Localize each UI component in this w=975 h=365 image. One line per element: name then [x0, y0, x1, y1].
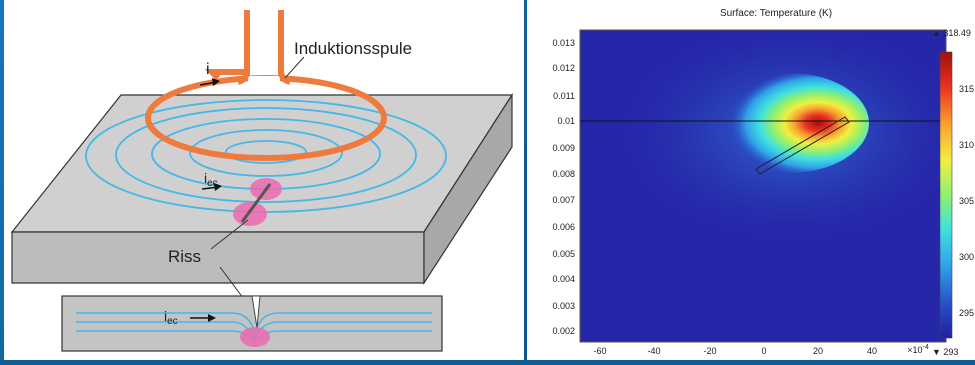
eddy-current-loops [85, 99, 447, 213]
x-tick-label: -60 [593, 346, 606, 356]
y-tick-label: 0.01 [557, 116, 575, 126]
colorbar-tick-label: 315 [959, 84, 974, 94]
colorbar-min-label: ▼ 293 [932, 347, 958, 357]
crack-label: Riss [168, 247, 201, 266]
x-tick-label: 0 [761, 346, 766, 356]
colorbar-tick-label: 300 [959, 252, 974, 262]
x-tick-label: -40 [647, 346, 660, 356]
temperature-plot-panel: Surface: Temperature (K) 0.013 0.012 0.0… [527, 0, 975, 360]
y-tick-label: 0.003 [552, 301, 575, 311]
y-tick-label: 0.002 [552, 326, 575, 336]
plot-hotspot [709, 73, 869, 173]
eddy-arrowhead-upper [214, 183, 222, 191]
y-tick-label: 0.005 [552, 249, 575, 259]
x-multiplier: ×10-4 [907, 344, 929, 355]
y-tick-label: 0.009 [552, 143, 575, 153]
colorbar-tick-label: 310 [959, 140, 974, 150]
current-arrowhead [212, 78, 220, 86]
eddy-label-upper: iec [204, 170, 218, 189]
cross-section-heat-spot [240, 327, 270, 347]
colorbar-tick-label: 295 [959, 308, 974, 318]
x-tick-label: 40 [867, 346, 877, 356]
current-label: i [206, 61, 210, 78]
y-tick-label: 0.004 [552, 274, 575, 284]
eddy-arrowhead-lower [208, 314, 216, 322]
x-axis: -60 -40 -20 0 20 40 ×10-4 [593, 344, 928, 356]
y-tick-label: 0.012 [552, 63, 575, 73]
colorbar-ticks: 315 310 305 300 295 [959, 84, 974, 318]
crack-outline [755, 116, 850, 175]
schematic-panel: Induktionsspule i iec Riss iec [4, 0, 524, 360]
cross-section-crack [251, 295, 261, 329]
temperature-plot: Surface: Temperature (K) 0.013 0.012 0.0… [552, 8, 974, 357]
schematic-diagram: Induktionsspule i iec Riss iec [10, 10, 514, 352]
colorbar-tick-label: 305 [959, 196, 974, 206]
coil-leader-line [284, 56, 305, 79]
colorbar [939, 51, 953, 339]
crack-leader-upper [210, 219, 249, 250]
plate-front-face [11, 231, 425, 284]
plate-right-face [423, 92, 513, 286]
y-tick-label: 0.011 [553, 91, 575, 101]
coil-label: Induktionsspule [294, 39, 412, 58]
y-tick-label: 0.006 [552, 222, 575, 232]
x-tick-label: 20 [813, 346, 823, 356]
cross-section-plate [61, 295, 443, 352]
eddy-label-lower: iec [164, 308, 178, 327]
heat-spot-lower [233, 202, 267, 226]
y-axis: 0.013 0.012 0.011 0.01 0.009 0.008 0.007… [552, 38, 575, 336]
x-tick-label: -20 [703, 346, 716, 356]
y-tick-label: 0.007 [552, 195, 575, 205]
y-tick-label: 0.008 [552, 169, 575, 179]
y-tick-label: 0.013 [552, 38, 575, 48]
plot-title: Surface: Temperature (K) [720, 8, 832, 19]
crack-line [240, 183, 272, 223]
colorbar-max-label: ▲ 318.49 [932, 28, 971, 38]
